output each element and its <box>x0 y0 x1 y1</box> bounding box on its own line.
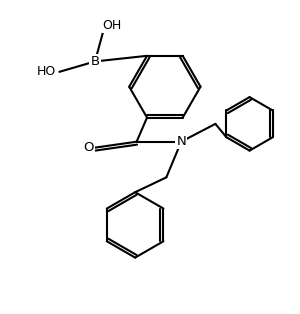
Text: B: B <box>91 55 100 68</box>
Text: O: O <box>83 141 94 154</box>
Text: N: N <box>176 135 186 148</box>
Text: HO: HO <box>37 65 56 78</box>
Text: OH: OH <box>103 19 122 32</box>
